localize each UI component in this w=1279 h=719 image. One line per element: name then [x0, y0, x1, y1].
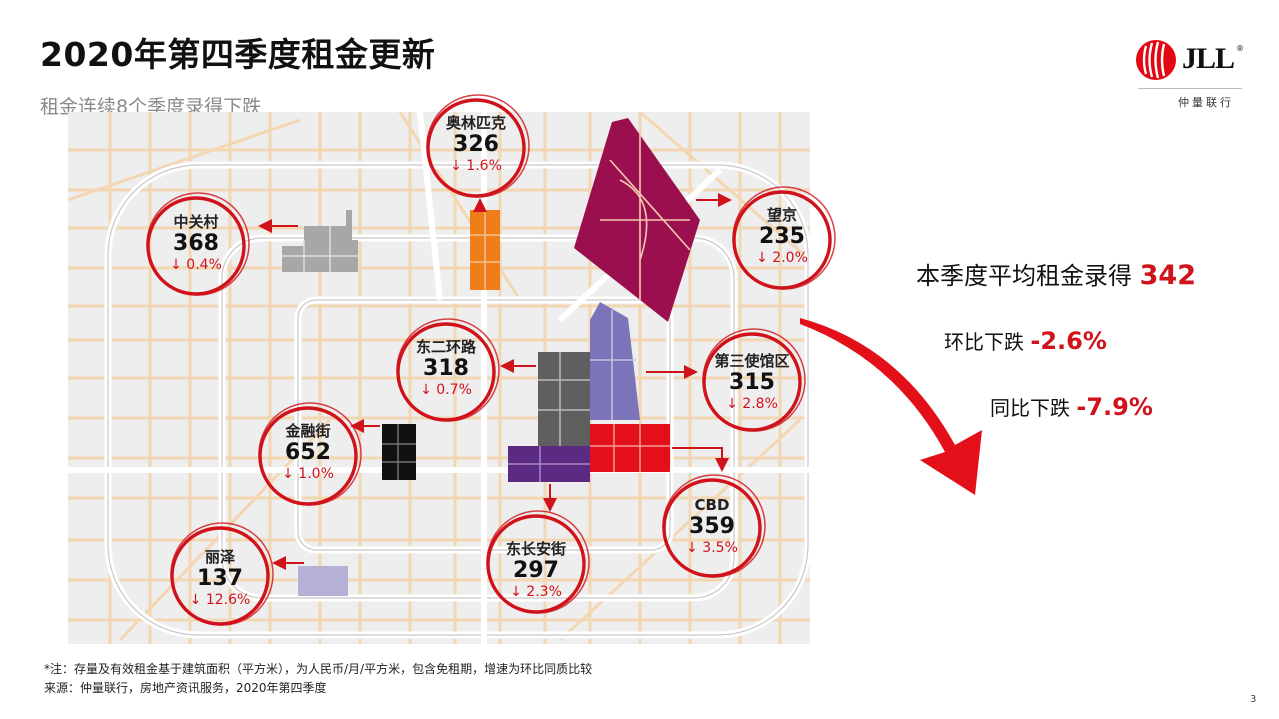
district-circles: [146, 98, 832, 626]
district-label-lize: 丽泽 137 ↓ 12.6%: [145, 548, 295, 609]
district-name: 望京: [766, 206, 797, 224]
district-name: CBD: [694, 496, 730, 514]
footnote: *注：存量及有效租金基于建筑面积（平方米），为人民币/月/平方米，包含免租期，增…: [44, 662, 593, 676]
summary-yoy-value: -7.9%: [1076, 393, 1153, 421]
leader-arrows: [258, 193, 732, 570]
district-label-zhongguancun: 中关村 368 ↓ 0.4%: [121, 213, 271, 274]
logo-divider: [1138, 88, 1242, 89]
district-name: 金融街: [285, 422, 331, 440]
district-rent: 318: [423, 356, 469, 381]
district-rent: 297: [513, 558, 559, 583]
district-rent: 137: [197, 566, 243, 591]
district-name: 第三使馆区: [714, 352, 790, 370]
page-title: 2020年第四季度租金更新: [40, 35, 436, 74]
district-name: 中关村: [173, 213, 219, 231]
district-label-jinrongjie: 金融街 652 ↓ 1.0%: [233, 422, 383, 483]
district-name: 东长安街: [505, 540, 566, 558]
district-change: ↓ 2.0%: [756, 250, 808, 266]
district-change: ↓ 3.5%: [686, 540, 738, 556]
summary-average-rent: 本季度平均租金录得 342: [916, 256, 1196, 291]
source-note: 来源：仲量联行，房地产资讯服务，2020年第四季度: [44, 681, 327, 695]
district-wangjing-area: [574, 118, 700, 322]
logo-wordmark: JLL: [1182, 42, 1235, 75]
summary-yoy-label: 同比下跌: [990, 396, 1070, 420]
district-change: ↓ 0.7%: [420, 382, 472, 398]
logo-registered: ®: [1236, 44, 1244, 53]
district-label-dongchanganjie: 东长安街 297 ↓ 2.3%: [461, 540, 611, 601]
district-name: 东二环路: [415, 338, 476, 356]
district-label-cbd: CBD 359 ↓ 3.5%: [637, 496, 787, 557]
district-zhongguancun-area: [282, 210, 358, 272]
district-change: ↓ 0.4%: [170, 257, 222, 273]
district-change: ↓ 2.8%: [726, 396, 778, 412]
summary-qoq-value: -2.6%: [1030, 327, 1107, 355]
logo-chinese-name: 仲量联行: [1178, 96, 1234, 109]
district-change: ↓ 1.0%: [282, 466, 334, 482]
district-rent: 235: [759, 224, 805, 249]
district-dongchanganjie-area: [508, 446, 590, 482]
summary-average-label: 本季度平均租金录得: [916, 262, 1132, 290]
summary-average-value: 342: [1139, 260, 1197, 291]
district-label-dongerhuanlu: 东二环路 318 ↓ 0.7%: [371, 338, 521, 399]
district-label-aolinpike: 奥林匹克 326 ↓ 1.6%: [401, 114, 551, 175]
district-change: ↓ 12.6%: [189, 592, 251, 608]
jll-logo-icon: [1136, 40, 1176, 80]
jll-logo: JLL ® 仲量联行: [1134, 38, 1244, 118]
district-rent: 652: [285, 440, 331, 465]
district-aolinpike-area: [470, 210, 500, 290]
trend-down-arrow: [800, 318, 982, 495]
page-number: 3: [1250, 694, 1257, 705]
district-disanshiguanqu-area: [590, 302, 640, 420]
district-change: ↓ 1.6%: [450, 158, 502, 174]
district-jinrongjie-area: [382, 424, 416, 480]
district-rent: 359: [689, 514, 735, 539]
district-label-wangjing: 望京 235 ↓ 2.0%: [707, 206, 857, 267]
district-label-disanshiguanqu: 第三使馆区 315 ↓ 2.8%: [677, 352, 827, 413]
district-cbd-area: [590, 424, 670, 472]
summary-qoq: 环比下跌 -2.6%: [944, 326, 1107, 355]
district-name: 奥林匹克: [445, 114, 506, 132]
district-change: ↓ 2.3%: [510, 584, 562, 600]
summary-yoy: 同比下跌 -7.9%: [990, 392, 1153, 421]
district-lize-area: [298, 566, 348, 596]
district-rent: 315: [729, 370, 775, 395]
summary-qoq-label: 环比下跌: [944, 330, 1024, 354]
district-name: 丽泽: [204, 548, 235, 566]
district-rent: 368: [173, 231, 219, 256]
district-rent: 326: [453, 132, 499, 157]
district-dongerhuanlu-area: [538, 352, 590, 448]
